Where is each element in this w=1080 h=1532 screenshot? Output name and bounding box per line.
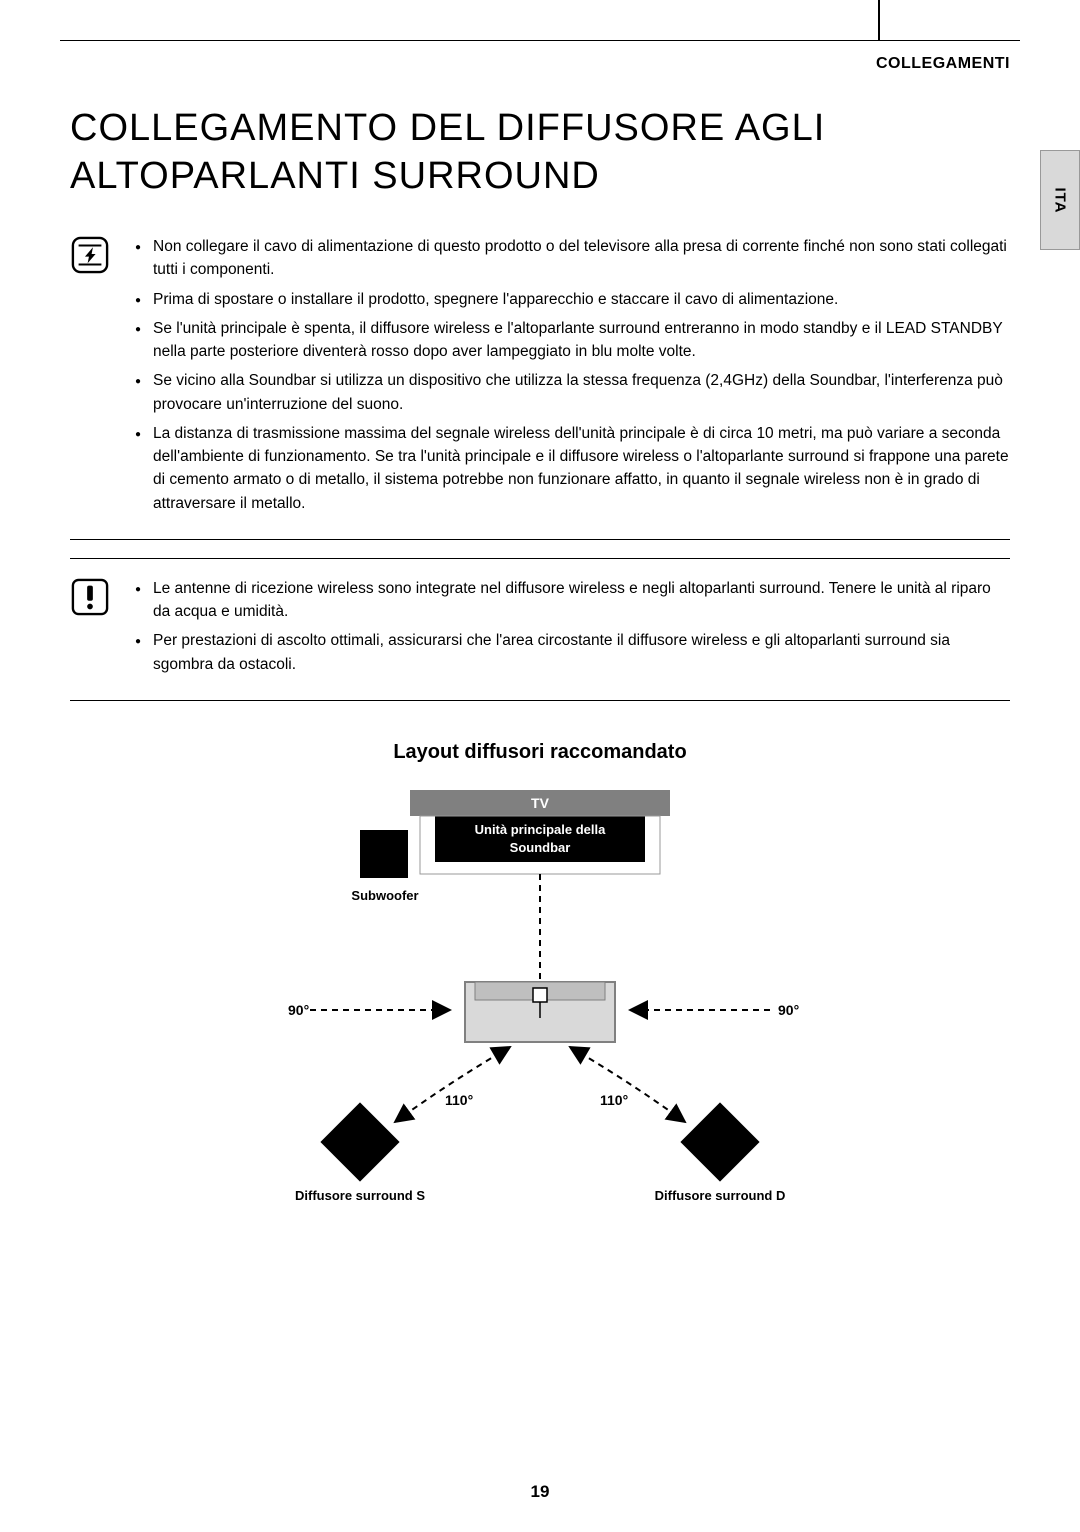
header-rule (60, 40, 1020, 41)
language-tab-text: ITA (1052, 187, 1069, 213)
surround-right-label: Diffusore surround D (655, 1188, 786, 1203)
note-item: Se vicino alla Soundbar si utilizza un d… (135, 369, 1010, 416)
caution-icon (70, 577, 110, 617)
angle-110-left: 110° (445, 1092, 473, 1108)
caution-item: Le antenne di ricezione wireless sono in… (135, 577, 1010, 624)
soundbar-label-2: Soundbar (510, 840, 571, 855)
caution-item: Per prestazioni di ascolto ottimali, ass… (135, 629, 1010, 676)
speaker-layout-diagram: TV Unità principale della Soundbar Subwo… (240, 782, 840, 1217)
manual-page: COLLEGAMENTI ITA COLLEGAMENTO DEL DIFFUS… (0, 0, 1080, 1257)
soundbar-label-1: Unità principale della (475, 822, 607, 837)
note-icon (70, 235, 110, 275)
caution-block: Le antenne di ricezione wireless sono in… (70, 558, 1010, 701)
page-title: COLLEGAMENTO DEL DIFFUSORE AGLI ALTOPARL… (70, 105, 1010, 200)
note-item: La distanza di trasmissione massima del … (135, 422, 1010, 515)
note-item: Non collegare il cavo di alimentazione d… (135, 235, 1010, 282)
angle-90-right: 90° (778, 1002, 799, 1018)
angle-110-right: 110° (600, 1092, 628, 1108)
language-tab: ITA (1040, 150, 1080, 250)
note-item: Se l'unità principale è spenta, il diffu… (135, 317, 1010, 364)
section-label: COLLEGAMENTI (876, 55, 1010, 73)
page-number: 19 (0, 1482, 1080, 1502)
note-list: Non collegare il cavo di alimentazione d… (135, 235, 1010, 521)
note-block: Non collegare il cavo di alimentazione d… (70, 235, 1010, 540)
note-item: Prima di spostare o installare il prodot… (135, 288, 1010, 311)
tv-label: TV (531, 795, 550, 811)
angle-90-left: 90° (288, 1002, 309, 1018)
top-divider (878, 0, 880, 40)
surround-left-label: Diffusore surround S (295, 1188, 425, 1203)
caution-list: Le antenne di ricezione wireless sono in… (135, 577, 1010, 682)
layout-title: Layout diffusori raccomandato (70, 741, 1010, 764)
subwoofer-label: Subwoofer (351, 888, 418, 903)
